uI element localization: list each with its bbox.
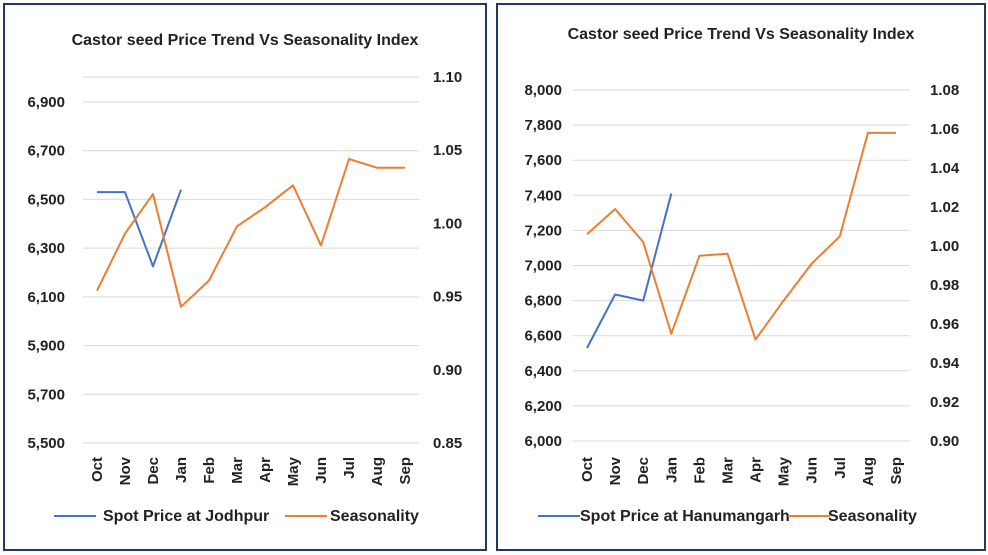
legend-label: Seasonality xyxy=(828,508,917,525)
y-left-tick-label: 6,700 xyxy=(27,143,65,160)
x-tick-label: Sep xyxy=(888,457,905,485)
y-right-tick-label: 0.92 xyxy=(930,394,959,411)
x-tick-label: May xyxy=(285,456,302,486)
y-right-tick-label: 0.94 xyxy=(930,355,960,372)
y-left-tick-label: 6,100 xyxy=(27,289,65,306)
y-left-tick-label: 6,800 xyxy=(524,293,562,310)
series-line xyxy=(586,131,896,341)
x-tick-label: May xyxy=(776,456,793,486)
y-left-tick-label: 6,900 xyxy=(27,94,65,111)
x-tick-label: Jan xyxy=(663,457,680,483)
y-right-tick-label: 0.85 xyxy=(433,435,462,452)
x-tick-label: Feb xyxy=(201,457,218,484)
y-left-tick-label: 6,300 xyxy=(27,240,65,257)
y-right-tick-label: 1.00 xyxy=(930,238,959,255)
y-left-tick-label: 5,500 xyxy=(27,435,65,452)
y-left-tick-label: 8,000 xyxy=(524,82,562,99)
x-tick-label: Oct xyxy=(579,457,596,482)
x-tick-label: Nov xyxy=(607,456,624,485)
legend-label: Spot Price at Jodhpur xyxy=(103,508,269,525)
y-left-tick-label: 7,800 xyxy=(524,117,562,134)
y-right-tick-label: 1.10 xyxy=(433,69,462,86)
chart-title: Castor seed Price Trend Vs Seasonality I… xyxy=(568,26,915,43)
x-tick-label: Oct xyxy=(89,457,106,482)
y-left-tick-label: 5,700 xyxy=(27,386,65,403)
y-right-tick-label: 1.00 xyxy=(433,215,462,232)
x-tick-label: Dec xyxy=(635,457,652,485)
series-line xyxy=(97,189,182,268)
x-tick-label: Mar xyxy=(229,457,246,484)
chart-panel-hanumangarh: Castor seed Price Trend Vs Seasonality I… xyxy=(496,3,986,551)
y-left-tick-label: 7,000 xyxy=(524,258,562,275)
y-left-tick-label: 6,600 xyxy=(524,328,562,345)
x-tick-label: Jun xyxy=(804,457,821,484)
y-left-tick-label: 6,000 xyxy=(524,433,562,450)
y-right-tick-label: 1.08 xyxy=(930,82,959,99)
y-left-tick-label: 6,500 xyxy=(27,191,65,208)
y-left-tick-label: 7,400 xyxy=(524,187,562,204)
y-right-tick-label: 0.98 xyxy=(930,277,959,294)
x-tick-label: Aug xyxy=(860,457,877,486)
chart-panel-jodhpur: Castor seed Price Trend Vs Seasonality I… xyxy=(3,3,487,551)
legend-label: Seasonality xyxy=(330,508,419,525)
x-tick-label: Apr xyxy=(257,457,274,483)
y-right-tick-label: 1.05 xyxy=(433,142,462,159)
x-tick-label: Mar xyxy=(719,457,736,484)
y-left-tick-label: 7,600 xyxy=(524,152,562,169)
series-line xyxy=(586,193,673,349)
chart-jodhpur: Castor seed Price Trend Vs Seasonality I… xyxy=(27,32,462,525)
x-tick-label: Jul xyxy=(341,457,358,479)
y-right-tick-label: 1.04 xyxy=(930,160,960,177)
y-left-tick-label: 6,200 xyxy=(524,398,562,415)
y-left-tick-label: 7,200 xyxy=(524,222,562,239)
x-tick-label: Apr xyxy=(748,457,765,483)
x-tick-label: Feb xyxy=(691,457,708,484)
y-left-tick-label: 5,900 xyxy=(27,338,65,355)
legend-label: Spot Price at Hanumangarh xyxy=(580,508,790,525)
x-tick-label: Sep xyxy=(397,457,414,485)
y-right-tick-label: 0.95 xyxy=(433,289,462,306)
y-right-tick-label: 0.90 xyxy=(930,433,959,450)
y-right-tick-label: 1.02 xyxy=(930,199,959,216)
x-tick-label: Jun xyxy=(313,457,330,484)
y-right-tick-label: 1.06 xyxy=(930,121,959,138)
y-right-tick-label: 0.96 xyxy=(930,316,959,333)
chart-hanumangarh: Castor seed Price Trend Vs Seasonality I… xyxy=(524,26,960,525)
x-tick-label: Jul xyxy=(832,457,849,479)
series-line xyxy=(96,158,405,308)
x-tick-label: Nov xyxy=(117,456,134,485)
x-tick-label: Aug xyxy=(369,457,386,486)
y-left-tick-label: 6,400 xyxy=(524,363,562,380)
x-tick-label: Jan xyxy=(173,457,190,483)
x-tick-label: Dec xyxy=(145,457,162,485)
y-right-tick-label: 0.90 xyxy=(433,362,462,379)
chart-title: Castor seed Price Trend Vs Seasonality I… xyxy=(72,32,419,49)
